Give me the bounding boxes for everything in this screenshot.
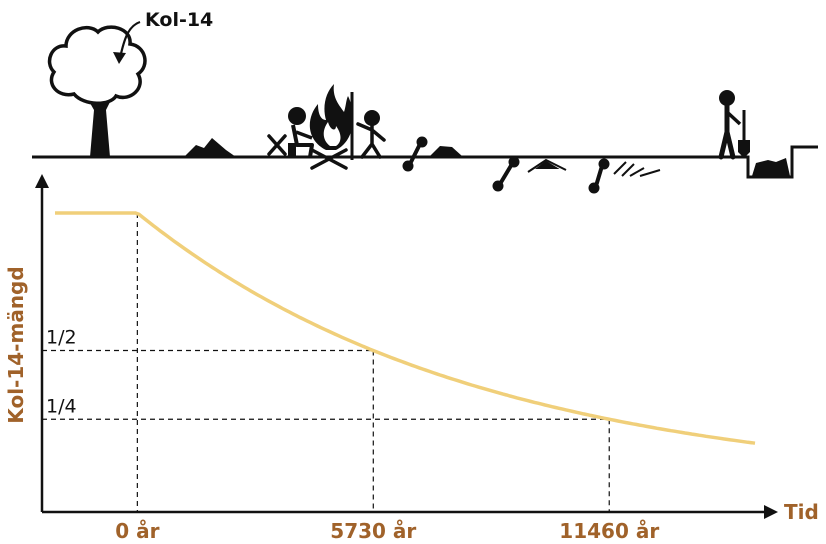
tree-icon (47, 25, 147, 157)
x-axis-arrow-icon (764, 505, 778, 519)
digger-icon (718, 90, 742, 160)
ground-line (32, 145, 818, 179)
soil-pile-icon (752, 158, 790, 176)
decay-chart: Tid Kol-14-mängd 0 år 5730 år 11460 år 1/2 1… (4, 174, 819, 543)
y-tick-label: 1/4 (46, 395, 77, 417)
y-tick-label: 1/2 (46, 327, 77, 349)
bone-icon (588, 158, 610, 194)
bone-icon (402, 136, 428, 172)
bone-icon (492, 156, 520, 192)
x-axis-label: Tid (784, 500, 819, 524)
arrow-icon (113, 20, 141, 64)
crossed-sticks-icon (267, 134, 287, 156)
x-tick-label: 0 år (115, 519, 159, 543)
curve-layer (55, 211, 756, 445)
buried-shard-icon (527, 158, 567, 173)
x-tick-label: 5730 år (330, 519, 416, 543)
mound-icon (430, 146, 462, 156)
tick-labels: 0 år 5730 år 11460 år 1/2 1/4 (46, 327, 659, 544)
kol14-label: Kol-14 (145, 9, 213, 31)
shovel-icon (738, 110, 750, 158)
campfire-icon (309, 84, 353, 170)
y-axis-label: Kol-14-mängd (4, 266, 28, 423)
y-axis-arrow-icon (35, 174, 49, 188)
spear-person-icon (350, 92, 386, 160)
x-tick-label: 11460 år (559, 519, 659, 543)
decay-curve (55, 211, 756, 445)
buried-shard-icon (613, 161, 661, 177)
mound-icon (184, 138, 236, 157)
person-icon (288, 107, 314, 158)
scene-illustration: Kol-14 (32, 9, 818, 194)
guide-lines (42, 213, 610, 512)
